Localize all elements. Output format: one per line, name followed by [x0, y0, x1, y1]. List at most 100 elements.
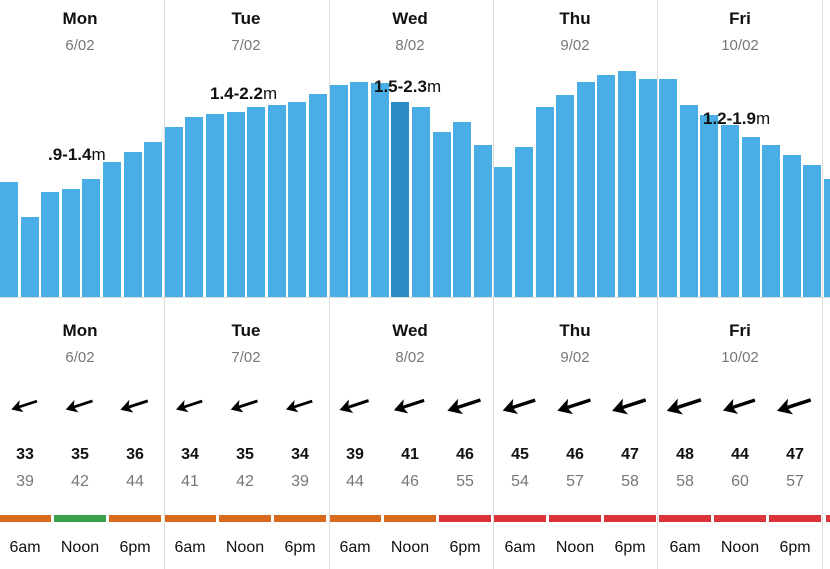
day-divider: [657, 0, 658, 569]
condition-rating-bar: [439, 515, 491, 522]
wind-direction-arrow-icon: [775, 393, 815, 422]
wind-speed: 45: [511, 446, 529, 463]
day-date: 10/02: [721, 37, 759, 54]
swell-bar: [432, 132, 451, 297]
wind-direction-arrow-icon: [610, 393, 650, 422]
swell-bar: [370, 83, 389, 297]
wind-speed: 39: [346, 446, 364, 463]
wind-speed: 48: [676, 446, 694, 463]
time-label: 6am: [504, 539, 536, 556]
wind-direction-arrow-icon: [5, 393, 45, 422]
condition-rating-bar: [659, 515, 711, 522]
time-label: 6am: [9, 539, 41, 556]
wind-speed: 44: [731, 446, 749, 463]
condition-rating-bar: [494, 515, 546, 522]
swell-bar: [247, 107, 266, 297]
swell-bar: [741, 137, 760, 297]
day-divider: [822, 0, 823, 569]
section-divider: [0, 297, 830, 298]
day-name: Mon: [62, 9, 98, 28]
condition-rating-bar: [769, 515, 821, 522]
swell-bar: [824, 179, 830, 297]
swell-bar: [803, 165, 822, 297]
time-label: 6pm: [284, 539, 316, 556]
wind-gust: 39: [291, 473, 309, 490]
wind-speed: 46: [566, 446, 584, 463]
time-label: 6am: [339, 539, 371, 556]
swell-bar: [453, 122, 472, 297]
time-label: 6am: [174, 539, 206, 556]
wind-direction-arrow-icon: [665, 393, 705, 422]
swell-bar: [638, 79, 657, 297]
day-name: Thu: [559, 9, 591, 28]
day-date: 7/02: [231, 349, 261, 366]
condition-rating-bar: [384, 515, 436, 522]
day-date: 9/02: [560, 349, 590, 366]
wind-speed: 36: [126, 446, 144, 463]
wind-gust: 58: [621, 473, 639, 490]
day-name: Fri: [729, 9, 751, 28]
swell-bar: [309, 94, 327, 297]
day-name: Mon: [62, 321, 98, 340]
day-date: 8/02: [395, 349, 425, 366]
condition-rating-bar: [714, 515, 766, 522]
day-date: 8/02: [395, 37, 425, 54]
wind-gust: 60: [731, 473, 749, 490]
swell-chart: Mon 6/02 Tue 7/02 Wed 8/02 Thu 9/02 Fri …: [0, 9, 830, 297]
wind-gust: 41: [181, 473, 199, 490]
wind-direction-arrow-icon: [170, 393, 210, 422]
swell-bar: [103, 162, 121, 297]
wind-direction-arrow-icon: [335, 393, 375, 422]
swell-bar: [762, 145, 781, 297]
swell-bar: [20, 217, 39, 297]
swell-range-label: .9-1.4m: [48, 145, 106, 164]
wind-speed: 34: [181, 446, 199, 463]
wind-speed: 34: [291, 446, 309, 463]
time-label: 6pm: [449, 539, 481, 556]
condition-rating-bar: [329, 515, 381, 522]
time-label: 6pm: [119, 539, 151, 556]
wind-gust: 55: [456, 473, 474, 490]
wind-direction-arrow-icon: [280, 393, 320, 422]
day-name: Fri: [729, 321, 751, 340]
wind-direction-arrow-icon: [720, 393, 760, 422]
day-date: 10/02: [721, 349, 759, 366]
day-name: Thu: [559, 321, 591, 340]
wind-gust: 57: [566, 473, 584, 490]
wind-gust: 46: [401, 473, 419, 490]
day-divider: [164, 0, 165, 569]
swell-bar: [82, 179, 101, 297]
time-label: Noon: [555, 539, 595, 556]
time-label: Noon: [390, 539, 430, 556]
swell-bar: [659, 79, 678, 297]
swell-bar: [226, 112, 245, 297]
wind-gust: 58: [676, 473, 694, 490]
day-divider: [493, 0, 494, 569]
swell-range-label: 1.2-1.9m: [703, 109, 771, 128]
swell-bar: [41, 192, 60, 297]
swell-bar: [576, 82, 595, 297]
time-label: 6pm: [614, 539, 646, 556]
wind-gust: 44: [126, 473, 144, 490]
time-label: Noon: [225, 539, 265, 556]
time-label: 6pm: [779, 539, 811, 556]
swell-bar: [473, 145, 492, 297]
swell-bar: [329, 85, 348, 297]
swell-bar: [164, 127, 183, 297]
wind-speed: 47: [786, 446, 804, 463]
swell-bar: [350, 82, 369, 297]
swell-bar: [206, 114, 224, 297]
day-name: Wed: [392, 9, 428, 28]
day-date: 6/02: [65, 349, 95, 366]
swell-range-label: 1.4-2.2m: [210, 84, 278, 103]
wind-direction-arrow-icon: [500, 393, 540, 422]
day-date: 7/02: [231, 37, 261, 54]
swell-bar: [288, 102, 307, 297]
swell-bar: [535, 107, 554, 297]
wind-speed: 35: [71, 446, 89, 463]
swell-range-label: 1.5-2.3m: [374, 77, 442, 96]
swell-bar: [144, 142, 163, 297]
day-name: Tue: [231, 321, 261, 340]
time-label: 6am: [669, 539, 701, 556]
